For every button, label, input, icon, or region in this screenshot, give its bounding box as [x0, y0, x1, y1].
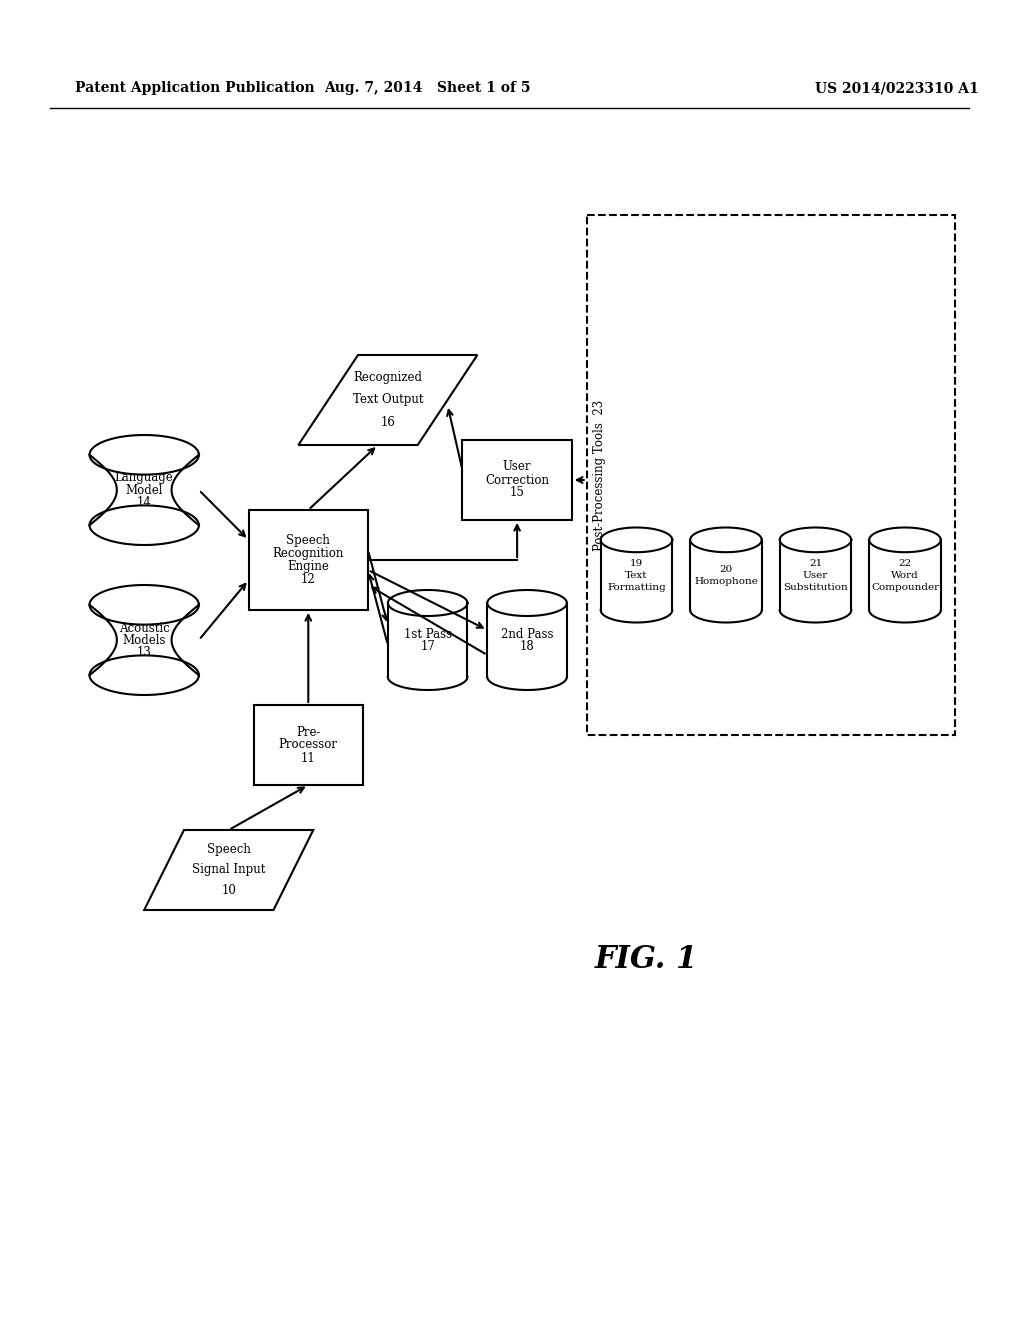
Polygon shape: [690, 528, 762, 552]
Text: Word: Word: [891, 570, 919, 579]
Text: 18: 18: [520, 639, 535, 652]
Text: Engine: Engine: [288, 560, 330, 573]
Polygon shape: [869, 528, 941, 552]
Text: User: User: [503, 461, 531, 474]
Text: Compounder: Compounder: [871, 582, 939, 591]
Bar: [487, 603, 567, 677]
Text: Substitution: Substitution: [783, 582, 848, 591]
Text: Processor: Processor: [279, 738, 338, 751]
Text: Pre-: Pre-: [296, 726, 321, 738]
Text: 1st Pass: 1st Pass: [403, 627, 452, 640]
Text: Speech: Speech: [287, 535, 330, 546]
Text: 12: 12: [301, 573, 315, 586]
Text: 10: 10: [221, 883, 237, 896]
Text: 17: 17: [420, 639, 435, 652]
Polygon shape: [89, 605, 199, 676]
Polygon shape: [601, 528, 673, 552]
Text: Post-Processing Tools  23: Post-Processing Tools 23: [593, 400, 606, 550]
Polygon shape: [487, 590, 567, 616]
Text: 13: 13: [137, 645, 152, 659]
Bar: [601, 540, 673, 610]
Text: Recognition: Recognition: [272, 546, 344, 560]
Text: 21: 21: [809, 558, 822, 568]
Bar: [463, 440, 571, 520]
Text: 22: 22: [898, 558, 911, 568]
Text: User: User: [803, 570, 828, 579]
Text: Text: Text: [626, 570, 648, 579]
Bar: [249, 510, 368, 610]
Text: Homophone: Homophone: [694, 577, 758, 586]
Text: 20: 20: [719, 565, 732, 573]
Bar: [254, 705, 362, 785]
Bar: [869, 540, 941, 610]
Bar: [388, 603, 467, 677]
Text: 16: 16: [380, 416, 395, 429]
Text: 14: 14: [137, 495, 152, 508]
Text: Text Output: Text Output: [352, 393, 423, 407]
Polygon shape: [144, 830, 313, 909]
Text: 11: 11: [301, 751, 315, 764]
Text: Patent Application Publication: Patent Application Publication: [75, 81, 314, 95]
Text: 15: 15: [510, 487, 524, 499]
Polygon shape: [298, 355, 477, 445]
Bar: [587, 215, 954, 735]
Text: Model: Model: [126, 483, 163, 496]
Text: 19: 19: [630, 558, 643, 568]
Text: Speech: Speech: [207, 843, 251, 857]
Bar: [690, 540, 762, 610]
Text: Recognized: Recognized: [353, 371, 422, 384]
Polygon shape: [779, 528, 851, 552]
Text: FIG. 1: FIG. 1: [595, 945, 698, 975]
Polygon shape: [388, 590, 467, 616]
Text: US 2014/0223310 A1: US 2014/0223310 A1: [815, 81, 979, 95]
Text: Formatting: Formatting: [607, 582, 666, 591]
Text: Signal Input: Signal Input: [193, 863, 265, 876]
Bar: [779, 540, 851, 610]
Text: 2nd Pass: 2nd Pass: [501, 627, 553, 640]
Text: Models: Models: [123, 634, 166, 647]
Text: Correction: Correction: [485, 474, 549, 487]
Text: Language: Language: [115, 471, 174, 484]
Text: Aug. 7, 2014   Sheet 1 of 5: Aug. 7, 2014 Sheet 1 of 5: [325, 81, 530, 95]
Text: Acoustic: Acoustic: [119, 622, 170, 635]
Polygon shape: [89, 455, 199, 525]
